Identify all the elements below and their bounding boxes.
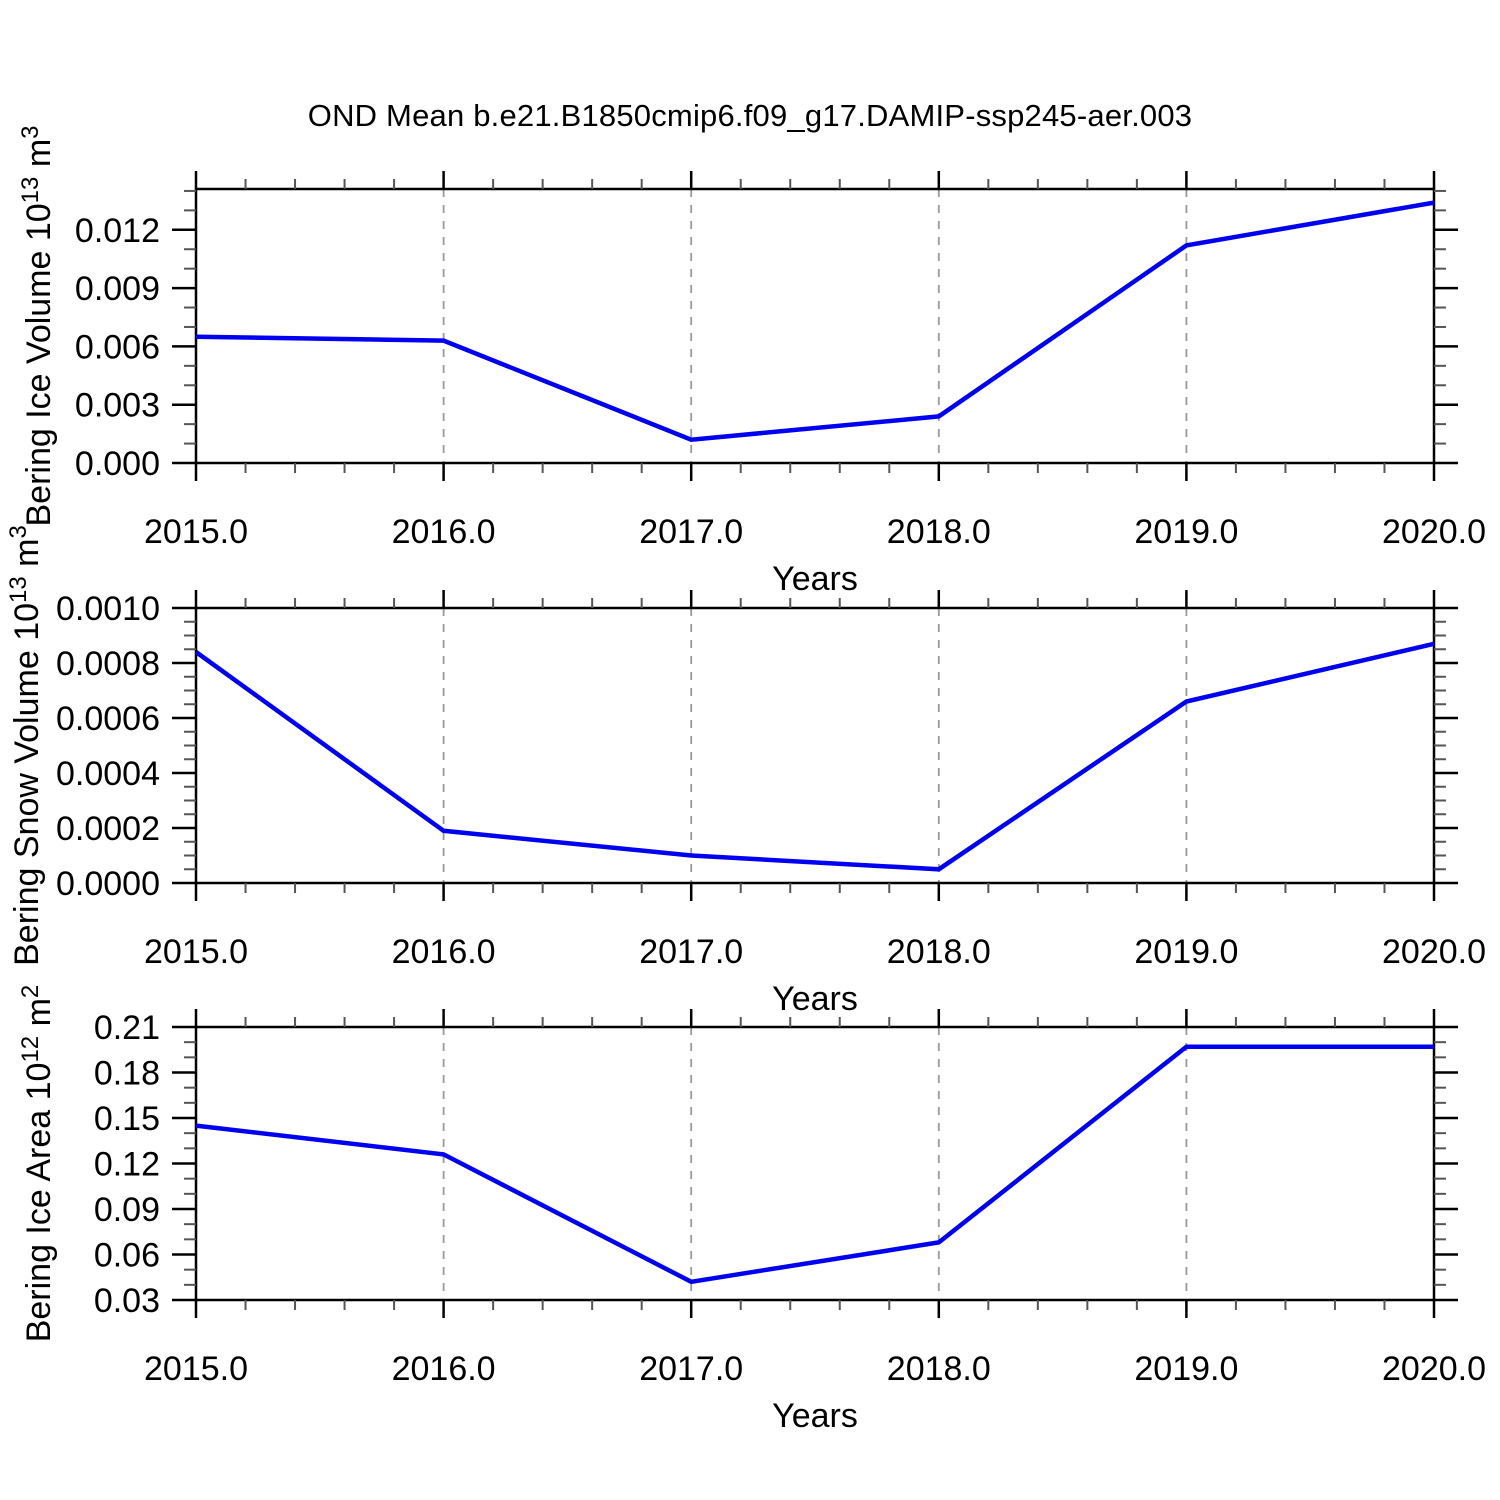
panel-ice-volume-y-tick-label: 0.006 (75, 328, 160, 366)
panel-snow-volume-y-tick-label: 0.0006 (56, 700, 160, 738)
panel-ice-area-data-line (195, 1044, 1434, 1285)
panel-ice-area-plot-box (194, 1025, 1436, 1302)
panel-ice-area-y-tick-label: 0.21 (94, 1009, 160, 1047)
panel-ice-volume-y-tick-label: 0.012 (75, 212, 160, 250)
chart-title: OND Mean b.e21.B1850cmip6.f09_g17.DAMIP-… (307, 98, 1193, 133)
panel-ice-area-y-tick-label: 0.09 (94, 1191, 160, 1229)
panel-ice-area-y-tick-label: 0.15 (94, 1100, 160, 1138)
panel-ice-area-x-tick-label: 2018.0 (887, 1350, 991, 1388)
panel-snow-volume: 0.0000 0.0002 0.0004 0.0006 0.0008 0.0010 2015… (5, 525, 1486, 1018)
panel-snow-volume-x-tick-label: 2017.0 (639, 933, 743, 971)
panel-snow-volume-y-axis-title: Bering Snow Volume 1013 m3 (5, 525, 46, 966)
panel-ice-volume-y-tick-label: 0.000 (75, 445, 160, 483)
panel-ice-area-x-tick-label: 2015.0 (144, 1350, 248, 1388)
panel-snow-volume-plot-box (194, 606, 1436, 885)
panel-snow-volume-y-tick-label: 0.0010 (56, 590, 160, 628)
panel-ice-area-x-tick-label: 2017.0 (639, 1350, 743, 1388)
panel-snow-volume-x-tick-label: 2019.0 (1134, 933, 1238, 971)
panel-snow-volume-y-tick-label: 0.0002 (56, 810, 160, 848)
panel-ice-volume-y-tick-label: 0.003 (75, 387, 160, 425)
panel-ice-volume-y-tick-label: 0.009 (75, 270, 160, 308)
panel-ice-volume-x-tick-label: 2020.0 (1382, 513, 1486, 551)
panel-ice-volume-y-axis-title: Bering Ice Volume 1013 m3 (17, 125, 58, 526)
panel-ice-volume-x-tick-label: 2019.0 (1134, 513, 1238, 551)
panel-snow-volume-y-tick-label: 0.0004 (56, 755, 160, 793)
panel-ice-volume-x-axis-title: Years (772, 560, 858, 598)
panel-ice-area-x-axis-title: Years (772, 1397, 858, 1435)
panel-ice-area-y-tick-label: 0.06 (94, 1237, 160, 1275)
panel-ice-volume-data-line (195, 200, 1435, 442)
panel-snow-volume-x-tick-label: 2018.0 (887, 933, 991, 971)
panel-ice-area-x-tick-label: 2016.0 (392, 1350, 496, 1388)
panel-ice-area-y-tick-label: 0.03 (94, 1282, 160, 1320)
panel-ice-volume-x-tick-label: 2018.0 (887, 513, 991, 551)
panel-ice-area-y-tick-label: 0.12 (94, 1146, 160, 1184)
panel-ice-volume-x-tick-label: 2015.0 (144, 513, 248, 551)
panel-snow-volume-x-axis-title: Years (772, 980, 858, 1018)
panel-snow-volume-data-line (194, 641, 1435, 872)
panel-ice-area-y-axis-title: Bering Ice Area 1012 m2 (17, 985, 58, 1343)
panel-snow-volume-x-tick-label: 2016.0 (392, 933, 496, 971)
panel-snow-volume-y-tick-label: 0.0000 (56, 865, 160, 903)
panel-snow-volume-x-tick-label: 2015.0 (144, 933, 248, 971)
panel-ice-area: 0.03 0.06 0.09 0.12 0.15 0.18 0.21 2015.0 2016.0… (17, 985, 1486, 1435)
panel-snow-volume-x-tick-label: 2020.0 (1382, 933, 1486, 971)
panel-ice-volume-x-tick-label: 2016.0 (392, 513, 496, 551)
panel-ice-volume-plot-box (194, 187, 1436, 465)
panel-snow-volume-y-tick-label: 0.0008 (56, 645, 160, 683)
panel-ice-area-y-tick-label: 0.18 (94, 1055, 160, 1093)
panel-ice-volume-x-tick-label: 2017.0 (639, 513, 743, 551)
panel-ice-volume: 0.000 0.003 0.006 0.009 0.012 2015.0 2016.0 201… (17, 125, 1486, 598)
panel-ice-area-x-tick-label: 2020.0 (1382, 1350, 1486, 1388)
panel-ice-area-x-tick-label: 2019.0 (1134, 1350, 1238, 1388)
